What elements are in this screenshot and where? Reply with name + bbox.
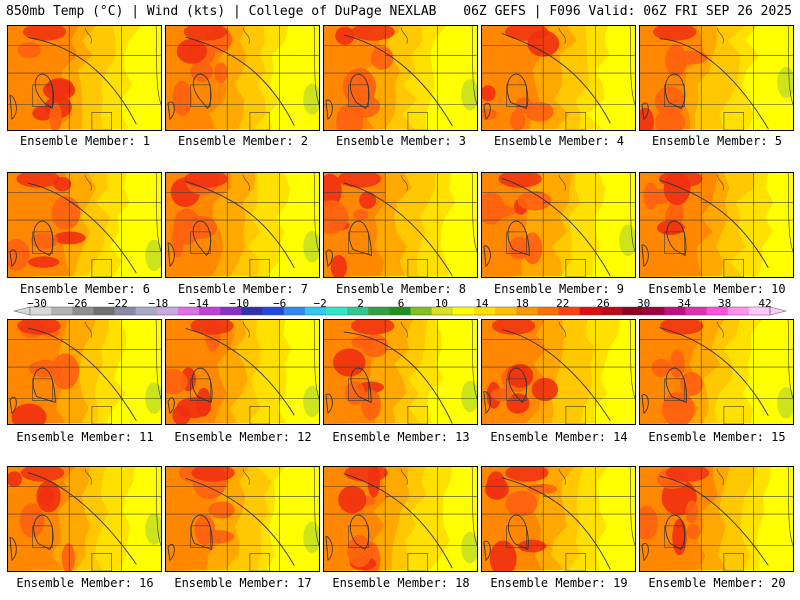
colorbar-swatch: [368, 307, 390, 315]
member-map-5: [639, 25, 794, 131]
colorbar-tick-label: 2: [357, 297, 364, 310]
colorbar-swatch: [558, 307, 581, 315]
colorbar: −30 −26 −22 −18 −14 −10 −6 −2 2 6 10 14 18 22 26 30 34 38…: [0, 297, 800, 317]
member-label-18: Ensemble Member: 18: [332, 576, 470, 590]
colorbar-swatch: [600, 307, 623, 315]
colorbar-swatch: [410, 307, 433, 315]
member-map-6: [7, 172, 162, 278]
colorbar-swatch: [495, 307, 517, 315]
colorbar-swatch: [431, 307, 454, 315]
member-label-10: Ensemble Member: 10: [648, 282, 786, 296]
run-valid-time: 06Z GEFS | F096 Valid: 06Z FRI SEP 26 20…: [463, 4, 792, 19]
colorbar-swatch: [706, 307, 729, 315]
member-map-11: [7, 319, 162, 425]
member-label-9: Ensemble Member: 9: [493, 282, 625, 296]
member-map-1: [7, 25, 162, 131]
colorbar-swatch: [199, 307, 221, 315]
colorbar-swatch: [30, 307, 52, 315]
colorbar-swatch: [304, 307, 327, 315]
member-label-11: Ensemble Member: 11: [16, 430, 154, 444]
colorbar-swatch: [579, 307, 602, 315]
member-label-15: Ensemble Member: 15: [648, 430, 786, 444]
colorbar-swatch: [622, 307, 644, 315]
colorbar-swatch: [389, 307, 411, 315]
member-map-2: [165, 25, 320, 131]
member-map-18: [323, 466, 478, 572]
colorbar-swatch: [283, 307, 306, 315]
colorbar-swatch: [326, 307, 348, 315]
colorbar-swatch: [452, 307, 475, 315]
member-map-7: [165, 172, 320, 278]
colorbar-swatch: [474, 307, 496, 315]
colorbar-swatch: [156, 307, 179, 315]
colorbar-swatch: [241, 307, 263, 315]
member-label-17: Ensemble Member: 17: [174, 576, 312, 590]
member-label-20: Ensemble Member: 20: [648, 576, 786, 590]
member-map-13: [323, 319, 478, 425]
colorbar-swatch: [72, 307, 94, 315]
colorbar-swatch: [727, 307, 750, 315]
colorbar-swatch: [347, 307, 369, 315]
member-map-16: [7, 466, 162, 572]
member-label-5: Ensemble Member: 5: [651, 134, 783, 148]
colorbar-swatch: [262, 307, 285, 315]
member-map-4: [481, 25, 636, 131]
colorbar-tick-label: 6: [397, 297, 405, 310]
member-map-20: [639, 466, 794, 572]
member-map-8: [323, 172, 478, 278]
member-label-14: Ensemble Member: 14: [490, 430, 628, 444]
member-label-7: Ensemble Member: 7: [177, 282, 309, 296]
colorbar-swatch: [516, 307, 538, 315]
member-label-3: Ensemble Member: 3: [335, 134, 467, 148]
member-label-19: Ensemble Member: 19: [490, 576, 628, 590]
colorbar-swatch: [643, 307, 665, 315]
colorbar-swatch: [178, 307, 200, 315]
colorbar-swatch: [537, 307, 559, 315]
member-label-1: Ensemble Member: 1: [19, 134, 151, 148]
member-map-9: [481, 172, 636, 278]
member-label-16: Ensemble Member: 16: [16, 576, 154, 590]
colorbar-swatch: [93, 307, 115, 315]
member-map-17: [165, 466, 320, 572]
member-map-10: [639, 172, 794, 278]
member-map-19: [481, 466, 636, 572]
member-label-4: Ensemble Member: 4: [493, 134, 625, 148]
member-map-12: [165, 319, 320, 425]
colorbar-swatch: [114, 307, 137, 315]
colorbar-swatch: [664, 307, 686, 315]
colorbar-swatch: [748, 307, 771, 315]
colorbar-swatch: [51, 307, 73, 315]
member-map-3: [323, 25, 478, 131]
colorbar-swatch: [135, 307, 158, 315]
member-label-8: Ensemble Member: 8: [335, 282, 467, 296]
member-map-15: [639, 319, 794, 425]
member-label-6: Ensemble Member: 6: [19, 282, 151, 296]
member-label-13: Ensemble Member: 13: [332, 430, 470, 444]
chart-title: 850mb Temp (°C) | Wind (kts) | College o…: [6, 4, 437, 19]
colorbar-strip: [13, 306, 787, 316]
member-label-2: Ensemble Member: 2: [177, 134, 309, 148]
member-label-12: Ensemble Member: 12: [174, 430, 312, 444]
member-map-14: [481, 319, 636, 425]
colorbar-swatch: [685, 307, 707, 315]
colorbar-swatch: [220, 307, 242, 315]
